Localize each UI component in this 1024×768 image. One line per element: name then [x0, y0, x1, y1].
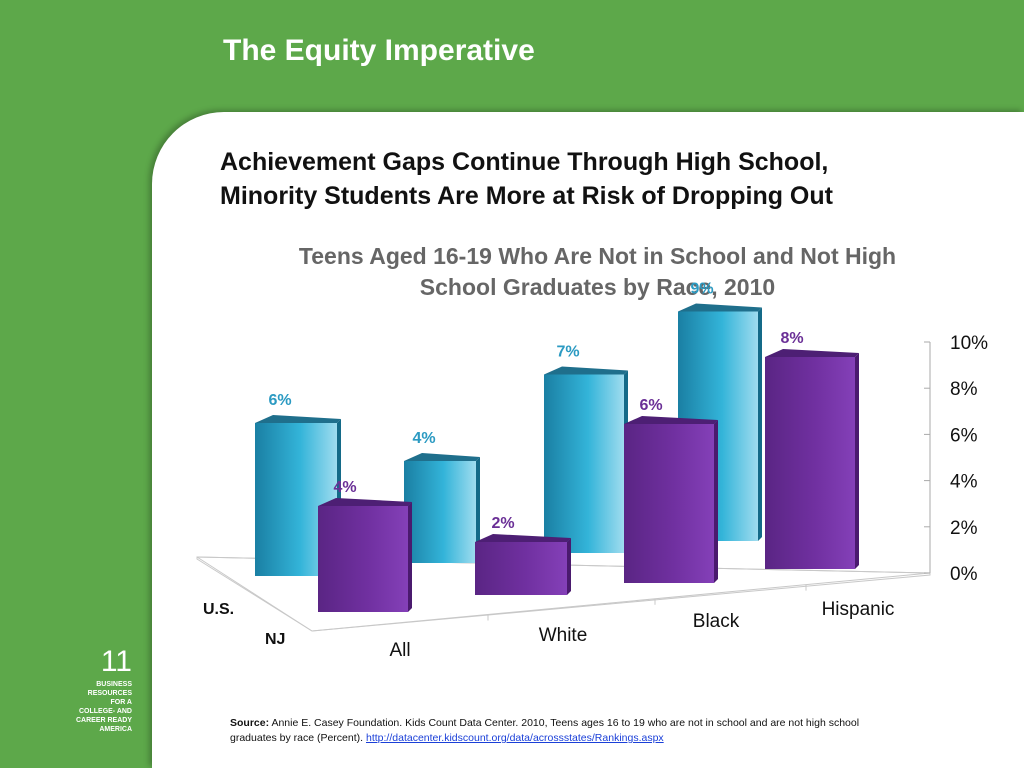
- category-label: Hispanic: [822, 599, 895, 620]
- chart-title-line-2: School Graduates by Race, 2010: [419, 274, 776, 300]
- us-bar-side: [758, 307, 762, 541]
- series-label-nj: NJ: [265, 631, 285, 648]
- nj-bar: [475, 542, 567, 595]
- us-data-label: 6%: [268, 392, 291, 409]
- source-text: Annie E. Casey Foundation. Kids Count Da…: [230, 717, 860, 744]
- headline-line-1: Achievement Gaps Continue Through High S…: [220, 148, 829, 176]
- us-bar-top: [404, 453, 480, 461]
- brand-line: AMERICA: [99, 726, 132, 733]
- brand-text: BUSINESS RESOURCES FOR A COLLEGE- AND CA…: [60, 680, 132, 734]
- nj-data-label: 2%: [491, 515, 514, 532]
- title-bar: The Equity Imperative: [0, 0, 1024, 110]
- y-tick-label: 4%: [950, 472, 978, 493]
- chart-title: Teens Aged 16-19 Who Are Not in School a…: [250, 241, 945, 303]
- nj-bar: [624, 424, 714, 583]
- nj-bar-side: [408, 502, 412, 612]
- nj-data-label: 6%: [639, 397, 662, 414]
- us-bar-top: [255, 415, 341, 423]
- nj-bar-top: [318, 498, 412, 506]
- nj-bar: [765, 357, 855, 569]
- source-label: Source:: [230, 717, 270, 729]
- nj-bar-top: [475, 534, 571, 542]
- y-axis: 0% 2% 4% 6% 8% 10%: [924, 333, 988, 585]
- y-tick-label: 2%: [950, 518, 978, 539]
- nj-bar-side: [855, 353, 859, 569]
- floor-left-edge: [196, 556, 313, 632]
- source-link[interactable]: http://datacenter.kidscount.org/data/acr…: [366, 732, 664, 744]
- nj-bar-side: [567, 538, 571, 595]
- slide-title: The Equity Imperative: [223, 34, 535, 67]
- nj-bar-top: [765, 349, 859, 357]
- us-bar-side: [476, 457, 480, 563]
- bars: [255, 303, 859, 612]
- us-bar-top: [544, 366, 628, 375]
- us-data-label: 7%: [556, 344, 579, 361]
- category-label: All: [389, 640, 410, 661]
- headline-line-2: Minority Students Are More at Risk of Dr…: [220, 182, 833, 210]
- nj-bar-top: [624, 416, 718, 424]
- brand-line: COLLEGE- AND: [78, 708, 132, 715]
- us-bar-top: [678, 303, 762, 312]
- brand-line: CAREER READY: [75, 717, 132, 724]
- nj-data-label: 4%: [333, 479, 356, 496]
- y-tick-label: 8%: [950, 379, 978, 400]
- series-label-us: U.S.: [203, 601, 234, 618]
- y-tick-label: 10%: [950, 333, 988, 354]
- category-label: White: [539, 625, 588, 646]
- brand-line: BUSINESS: [96, 681, 132, 688]
- us-data-label: 4%: [412, 430, 435, 447]
- headline: Achievement Gaps Continue Through High S…: [220, 145, 980, 213]
- nj-data-label: 8%: [780, 330, 803, 347]
- y-tick-label: 6%: [950, 425, 978, 446]
- y-tick-label: 0%: [950, 564, 978, 585]
- chart-title-line-1: Teens Aged 16-19 Who Are Not in School a…: [298, 243, 897, 269]
- us-data-label: 9%: [690, 281, 713, 298]
- us-bar: [404, 461, 476, 563]
- floor-front-edge: [311, 572, 931, 632]
- source-note: Source: Annie E. Casey Foundation. Kids …: [230, 716, 900, 746]
- page-number: 11: [100, 645, 132, 678]
- nj-bar: [318, 506, 408, 612]
- brand-line: RESOURCES: [87, 690, 132, 697]
- nj-bar-side: [714, 420, 718, 583]
- brand-line: FOR A: [110, 699, 132, 706]
- us-bar: [544, 374, 624, 553]
- category-label: Black: [693, 611, 740, 632]
- labels: 6% 4% 7% 9% 4% 2% 6% 8% All White Black Hispanic U.S…: [203, 281, 894, 662]
